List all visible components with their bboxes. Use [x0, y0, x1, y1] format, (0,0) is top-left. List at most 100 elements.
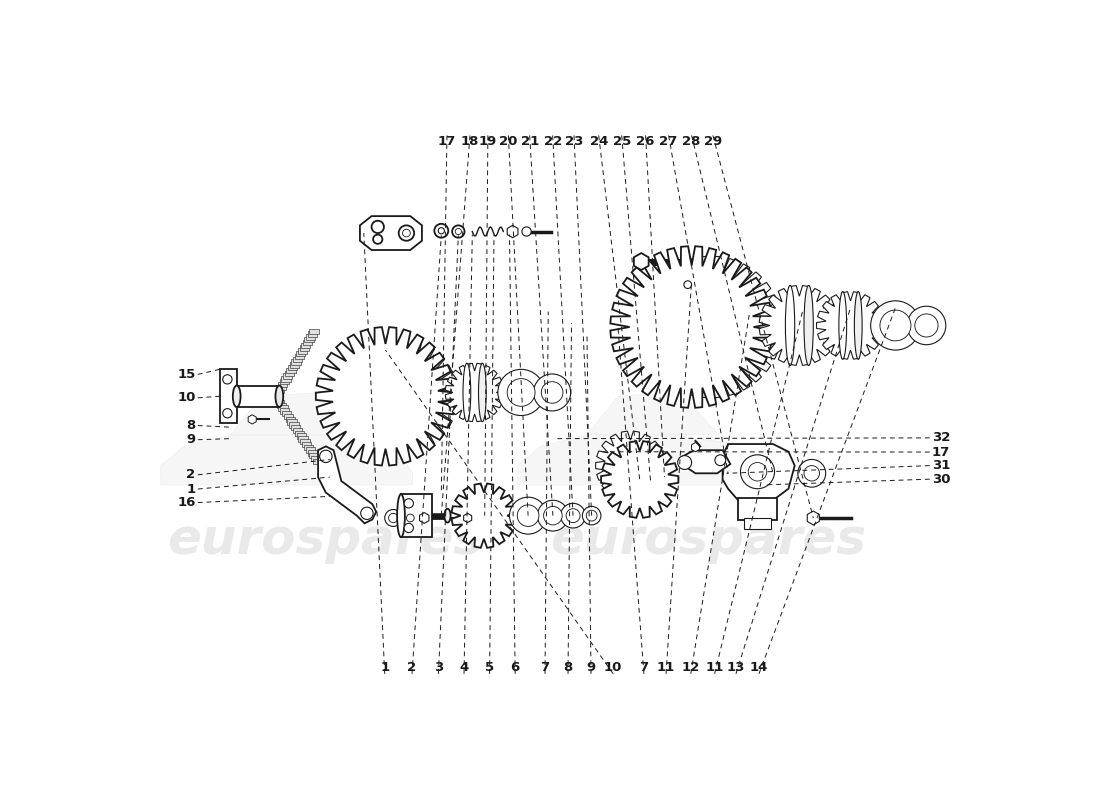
- Circle shape: [543, 506, 562, 525]
- Bar: [279, 379, 289, 385]
- Bar: [309, 453, 319, 458]
- Text: 10: 10: [604, 661, 623, 674]
- Ellipse shape: [785, 286, 794, 366]
- Text: 20: 20: [499, 135, 517, 148]
- Ellipse shape: [839, 291, 847, 359]
- Bar: [302, 442, 311, 447]
- Text: 26: 26: [637, 135, 654, 148]
- Circle shape: [517, 505, 539, 526]
- Bar: [236, 386, 279, 407]
- Polygon shape: [419, 513, 429, 523]
- Bar: [299, 346, 309, 351]
- Bar: [306, 334, 316, 340]
- Circle shape: [586, 510, 597, 521]
- Polygon shape: [692, 442, 700, 452]
- Bar: [293, 357, 303, 362]
- Bar: [308, 450, 317, 455]
- Text: 2: 2: [407, 661, 417, 674]
- Circle shape: [388, 514, 398, 522]
- Circle shape: [534, 374, 571, 411]
- Circle shape: [804, 466, 820, 481]
- Circle shape: [320, 450, 332, 462]
- Text: 16: 16: [177, 496, 196, 509]
- Circle shape: [566, 509, 580, 522]
- Bar: [292, 359, 300, 365]
- Text: 9: 9: [186, 434, 196, 446]
- Text: 31: 31: [932, 459, 950, 472]
- Text: 30: 30: [932, 473, 950, 486]
- Text: 22: 22: [543, 135, 562, 148]
- Bar: [289, 362, 299, 368]
- Bar: [298, 348, 307, 354]
- Polygon shape: [316, 327, 455, 466]
- Text: 3: 3: [433, 661, 443, 674]
- Text: eurospares: eurospares: [167, 515, 483, 563]
- Bar: [298, 436, 308, 442]
- Text: 17: 17: [932, 446, 950, 458]
- Bar: [302, 340, 312, 346]
- Bar: [276, 385, 286, 390]
- Circle shape: [404, 523, 414, 533]
- Bar: [314, 458, 322, 464]
- Circle shape: [438, 228, 444, 234]
- Circle shape: [222, 374, 232, 384]
- Polygon shape: [507, 226, 518, 238]
- Circle shape: [871, 301, 921, 350]
- Text: 17: 17: [438, 135, 456, 148]
- Text: 32: 32: [932, 431, 950, 444]
- Text: 5: 5: [485, 661, 494, 674]
- Text: 29: 29: [704, 135, 722, 148]
- Circle shape: [498, 370, 544, 415]
- Bar: [305, 337, 314, 342]
- Circle shape: [740, 455, 774, 489]
- Text: 23: 23: [564, 135, 583, 148]
- Text: 4: 4: [460, 661, 469, 674]
- Polygon shape: [231, 393, 362, 435]
- Circle shape: [406, 514, 415, 522]
- Polygon shape: [816, 292, 884, 359]
- Bar: [295, 354, 304, 359]
- Bar: [300, 439, 309, 444]
- Polygon shape: [517, 435, 769, 485]
- Circle shape: [678, 455, 692, 470]
- Text: 1: 1: [381, 661, 389, 674]
- Circle shape: [373, 234, 383, 244]
- Polygon shape: [601, 441, 679, 518]
- Ellipse shape: [275, 386, 283, 407]
- Bar: [297, 434, 306, 438]
- Text: 8: 8: [563, 661, 573, 674]
- Polygon shape: [610, 246, 773, 408]
- Polygon shape: [807, 511, 820, 525]
- Circle shape: [521, 227, 531, 236]
- Text: 24: 24: [590, 135, 608, 148]
- Text: 15: 15: [177, 368, 196, 381]
- Polygon shape: [680, 450, 730, 474]
- Bar: [738, 498, 777, 519]
- Circle shape: [452, 226, 464, 238]
- Text: 25: 25: [613, 135, 630, 148]
- Circle shape: [798, 459, 826, 487]
- Bar: [311, 456, 320, 461]
- Polygon shape: [587, 393, 718, 435]
- Bar: [286, 417, 295, 422]
- Polygon shape: [318, 446, 376, 523]
- Circle shape: [372, 221, 384, 233]
- Bar: [293, 428, 303, 433]
- Bar: [287, 419, 297, 425]
- Polygon shape: [360, 216, 422, 250]
- Bar: [282, 376, 290, 382]
- Circle shape: [880, 310, 911, 341]
- Circle shape: [541, 382, 563, 403]
- Bar: [306, 447, 315, 453]
- Text: 21: 21: [520, 135, 539, 148]
- Text: 13: 13: [727, 661, 745, 674]
- Text: 28: 28: [682, 135, 701, 148]
- Circle shape: [618, 458, 664, 504]
- Circle shape: [455, 229, 462, 234]
- Bar: [285, 370, 294, 376]
- Polygon shape: [634, 253, 649, 270]
- Bar: [275, 400, 284, 405]
- Bar: [275, 387, 284, 393]
- Polygon shape: [451, 483, 516, 548]
- Polygon shape: [463, 514, 472, 522]
